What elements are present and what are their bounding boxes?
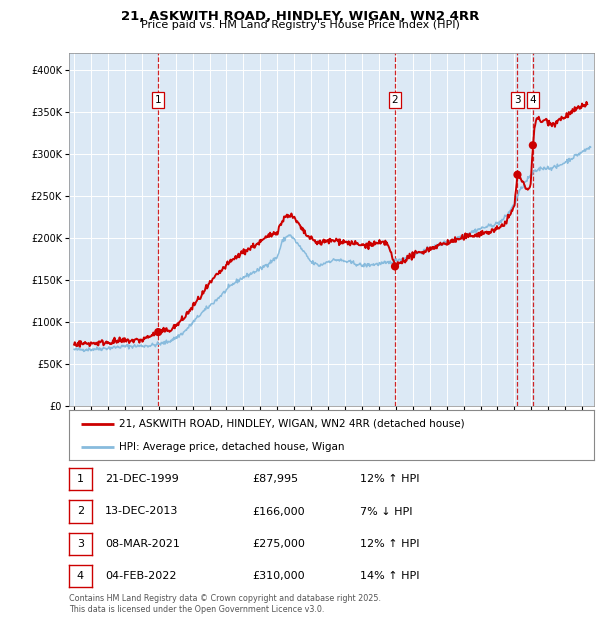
Text: Price paid vs. HM Land Registry's House Price Index (HPI): Price paid vs. HM Land Registry's House … xyxy=(140,20,460,30)
Point xyxy=(512,170,522,180)
Text: £310,000: £310,000 xyxy=(252,571,305,581)
Text: 4: 4 xyxy=(77,571,84,581)
Text: 3: 3 xyxy=(514,95,521,105)
Text: £166,000: £166,000 xyxy=(252,507,305,516)
Text: 1: 1 xyxy=(77,474,84,484)
Text: 2: 2 xyxy=(392,95,398,105)
Text: 13-DEC-2013: 13-DEC-2013 xyxy=(105,507,178,516)
Text: 21-DEC-1999: 21-DEC-1999 xyxy=(105,474,179,484)
Text: 12% ↑ HPI: 12% ↑ HPI xyxy=(360,474,419,484)
Text: 12% ↑ HPI: 12% ↑ HPI xyxy=(360,539,419,549)
Text: Contains HM Land Registry data © Crown copyright and database right 2025.
This d: Contains HM Land Registry data © Crown c… xyxy=(69,595,381,614)
Text: HPI: Average price, detached house, Wigan: HPI: Average price, detached house, Wiga… xyxy=(119,441,344,451)
Text: 2: 2 xyxy=(77,507,84,516)
Text: 04-FEB-2022: 04-FEB-2022 xyxy=(105,571,176,581)
Text: £275,000: £275,000 xyxy=(252,539,305,549)
Text: 21, ASKWITH ROAD, HINDLEY, WIGAN, WN2 4RR (detached house): 21, ASKWITH ROAD, HINDLEY, WIGAN, WN2 4R… xyxy=(119,419,464,429)
Text: 08-MAR-2021: 08-MAR-2021 xyxy=(105,539,180,549)
Text: 1: 1 xyxy=(155,95,161,105)
Text: 14% ↑ HPI: 14% ↑ HPI xyxy=(360,571,419,581)
Text: 4: 4 xyxy=(530,95,536,105)
Text: £87,995: £87,995 xyxy=(252,474,298,484)
Text: 7% ↓ HPI: 7% ↓ HPI xyxy=(360,507,413,516)
Point xyxy=(154,327,163,337)
Text: 3: 3 xyxy=(77,539,84,549)
Point xyxy=(390,262,400,272)
Point xyxy=(528,140,538,150)
Text: 21, ASKWITH ROAD, HINDLEY, WIGAN, WN2 4RR: 21, ASKWITH ROAD, HINDLEY, WIGAN, WN2 4R… xyxy=(121,10,479,23)
